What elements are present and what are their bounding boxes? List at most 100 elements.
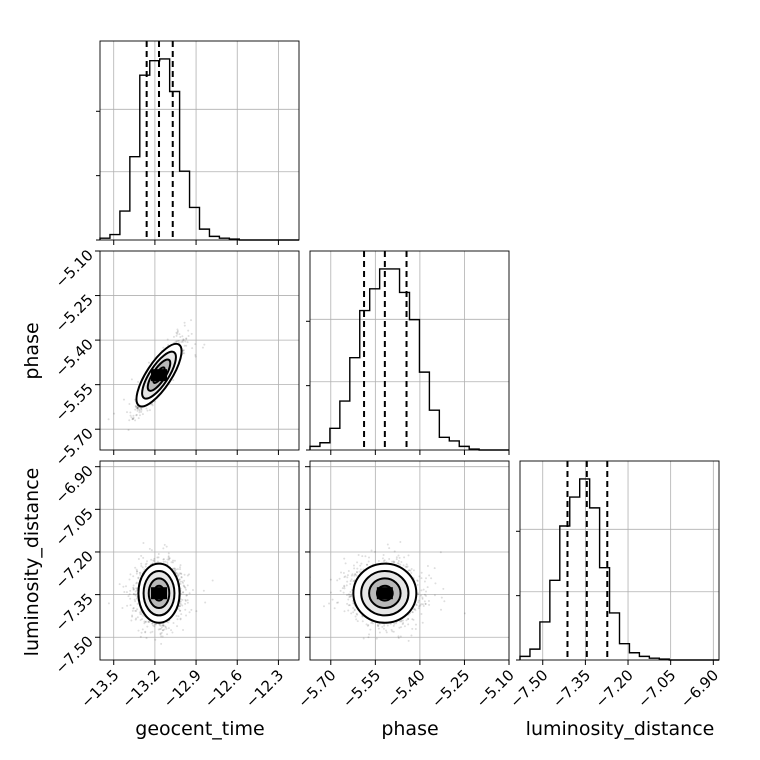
scatter-point <box>129 604 132 607</box>
scatter-point <box>128 419 131 422</box>
scatter-point <box>107 602 110 605</box>
scatter-point <box>132 417 135 420</box>
scatter-point <box>127 428 130 431</box>
scatter-point <box>202 589 205 592</box>
scatter-point <box>397 636 400 639</box>
scatter-point <box>367 623 370 626</box>
scatter-point <box>418 605 421 608</box>
scatter-point <box>400 626 403 629</box>
scatter-point <box>203 343 206 346</box>
scatter-point <box>186 601 189 604</box>
y-ticks-phase: −5.70−5.55−5.40−5.25−5.10 <box>52 246 100 470</box>
scatter-point <box>145 620 148 623</box>
scatter-point <box>178 605 181 608</box>
x-tick-label: −7.35 <box>549 666 594 711</box>
x-ticks-geocent_time: −13.5−13.2−12.9−12.6−12.3 <box>77 660 287 711</box>
scatter-point <box>188 592 191 595</box>
scatter-point <box>420 589 423 592</box>
scatter-point <box>399 635 402 638</box>
scatter-point <box>166 561 169 564</box>
scatter-point <box>157 556 160 559</box>
scatter-point <box>428 603 431 606</box>
scatter-point <box>201 346 204 349</box>
scatter-point <box>371 622 374 625</box>
scatter-point <box>135 413 138 416</box>
scatter-point <box>162 624 165 627</box>
scatter-point <box>426 586 429 589</box>
scatter-point <box>164 626 167 629</box>
scatter-point <box>134 566 137 569</box>
scatter-point <box>137 629 140 632</box>
scatter-point <box>134 594 137 597</box>
scatter-point <box>145 637 148 640</box>
scatter-point <box>211 579 214 582</box>
scatter-point <box>144 621 147 624</box>
scatter-point <box>349 591 352 594</box>
scatter-point <box>131 614 134 617</box>
scatter-point <box>378 631 381 634</box>
scatter-point <box>137 557 140 560</box>
scatter-point <box>399 620 402 623</box>
scatter-point <box>134 600 137 603</box>
scatter-point <box>420 594 423 597</box>
scatter-point <box>362 637 365 640</box>
scatter-point <box>179 582 182 585</box>
y-tick-label: −5.25 <box>52 291 97 336</box>
scatter-point <box>181 591 184 594</box>
scatter-point <box>131 418 134 421</box>
scatter-point <box>388 557 391 560</box>
scatter-point <box>179 603 182 606</box>
scatter-point <box>182 629 185 632</box>
scatter-point <box>131 609 134 612</box>
scatter-point <box>151 624 154 627</box>
scatter-point <box>167 552 170 555</box>
scatter-point <box>151 404 154 407</box>
scatter-point <box>410 567 413 570</box>
histogram-phase <box>309 268 509 451</box>
scatter-point <box>181 340 184 343</box>
scatter-point <box>134 419 137 422</box>
scatter-point <box>393 561 396 564</box>
scatter-point <box>178 578 181 581</box>
x-tick-label: −7.05 <box>634 666 679 711</box>
scatter-point <box>132 592 135 595</box>
scatter-point <box>204 601 207 604</box>
scatter-point <box>141 413 144 416</box>
scatter-point <box>134 618 137 621</box>
scatter-point <box>346 580 349 583</box>
scatter-point <box>129 411 132 414</box>
scatter-point <box>361 620 364 623</box>
scatter-point <box>183 579 186 582</box>
scatter-point <box>191 589 194 592</box>
scatter-point <box>113 412 116 415</box>
scatter-point <box>172 567 175 570</box>
scatter-point <box>136 407 139 410</box>
scatter-point <box>331 598 334 601</box>
scatter-point <box>376 623 379 626</box>
scatter-point <box>188 573 191 576</box>
scatter-point <box>159 633 162 636</box>
scatter-point <box>162 624 165 627</box>
scatter-point <box>140 631 143 634</box>
scatter-point <box>183 352 186 355</box>
scatter-point <box>409 569 412 572</box>
panel-content <box>107 542 214 645</box>
scatter-point <box>176 332 179 335</box>
scatter-point <box>180 340 183 343</box>
panel-border <box>519 460 720 661</box>
scatter-point <box>170 629 173 632</box>
x-tick-label: −7.50 <box>506 666 551 711</box>
scatter-point <box>176 574 179 577</box>
scatter-point <box>163 543 166 546</box>
scatter-point <box>176 339 179 342</box>
scatter-point <box>188 611 191 614</box>
scatter-point <box>179 602 182 605</box>
scatter-point <box>161 629 164 632</box>
scatter-point <box>137 417 140 420</box>
scatter-point <box>142 614 145 617</box>
scatter-point <box>415 603 418 606</box>
scatter-point <box>182 338 185 341</box>
scatter-point <box>186 574 189 577</box>
scatter-point <box>187 334 190 337</box>
scatter-point <box>337 601 340 604</box>
